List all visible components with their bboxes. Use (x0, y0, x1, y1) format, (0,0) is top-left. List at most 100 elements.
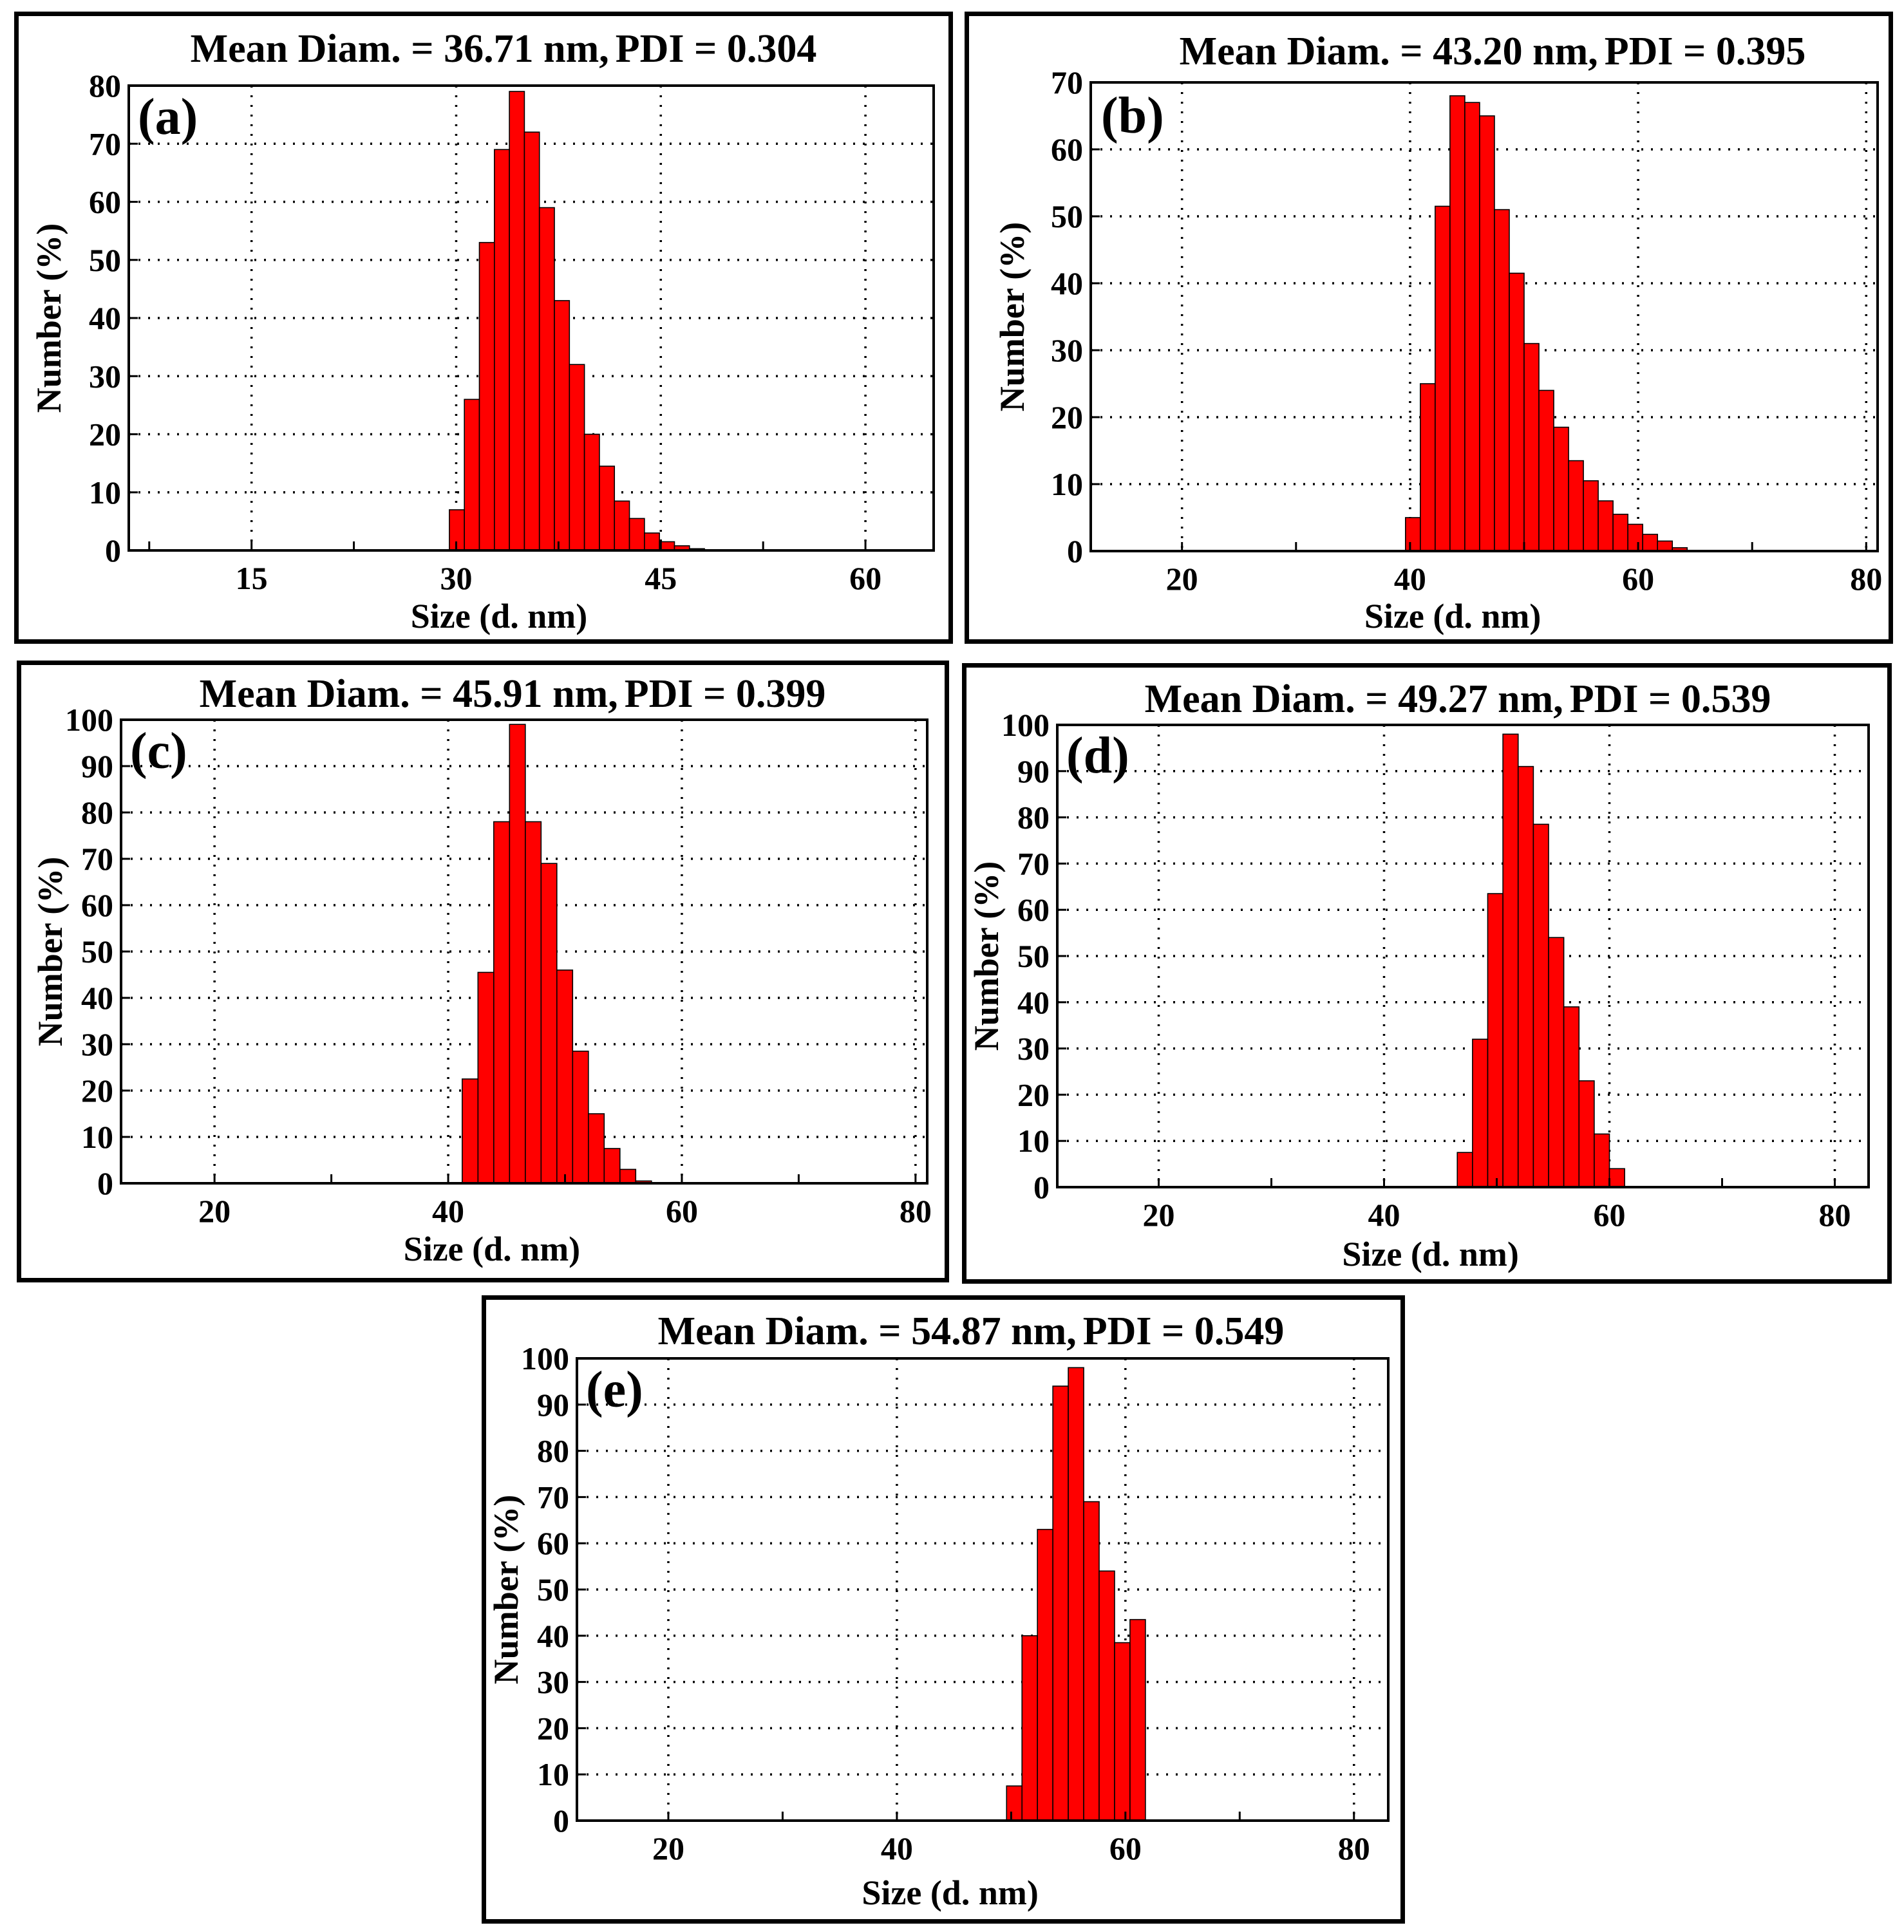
chart-e-svg: 0 10 20 30 40 50 60 70 80 90 100 20 40 60 80 Mean Diam.… (487, 1309, 1390, 1912)
histogram-bar (1456, 1152, 1473, 1188)
x-tick-label: 45 (645, 560, 677, 596)
chart-title: Mean Diam. = 43.20 nm, PDI = 0.395 (1180, 30, 1806, 73)
chart-panel-d: 0 10 20 30 40 50 60 70 80 90 100 20 40 60 80 Mean Diam.… (962, 663, 1892, 1284)
x-tick-label: 20 (198, 1193, 231, 1229)
chart-title: Mean Diam. = 45.91 nm, PDI = 0.399 (200, 672, 826, 716)
y-tick-label: 80 (1017, 800, 1050, 836)
x-tick-label: 80 (1850, 561, 1882, 597)
y-axis-label: Number (%) (487, 1495, 525, 1684)
histogram-bar (1052, 1385, 1069, 1821)
histogram-bar (1627, 523, 1643, 552)
chart-panel-c: 0 10 20 30 40 50 60 70 80 90 100 20 40 60 80 Mean Diam.… (17, 661, 949, 1282)
histogram-bar (603, 1148, 621, 1184)
chart-title: Mean Diam. = 36.71 nm, PDI = 0.304 (191, 27, 817, 71)
y-tick-label: 40 (81, 980, 113, 1016)
chart-title: Mean Diam. = 49.27 nm, PDI = 0.539 (1145, 677, 1771, 721)
y-tick-label: 50 (1017, 938, 1050, 974)
chart-panel-e: 0 10 20 30 40 50 60 70 80 90 100 20 40 60 80 Mean Diam.… (482, 1295, 1405, 1924)
histogram-bar (1583, 480, 1599, 552)
x-tick-label: 80 (1338, 1830, 1370, 1866)
histogram-bar (1129, 1618, 1146, 1821)
x-axis-label: Size (d. nm) (404, 1230, 580, 1268)
histogram-bar (1420, 383, 1436, 552)
chart-panel-b: 0 10 20 30 40 50 60 70 20 40 60 80 Mean Diam. = 43.2… (965, 12, 1893, 644)
histogram-bar (1598, 500, 1614, 552)
y-tick-label: 40 (1017, 984, 1050, 1020)
histogram-bar (1114, 1642, 1131, 1821)
y-tick-label: 70 (81, 841, 113, 877)
histogram-bar (614, 500, 630, 551)
y-tick-label: 100 (65, 702, 113, 738)
histogram-bar (493, 821, 511, 1184)
y-tick-label: 70 (89, 126, 121, 162)
chart-c-svg: 0 10 20 30 40 50 60 70 80 90 100 20 40 60 80 Mean Diam.… (31, 672, 932, 1268)
y-tick-label: 0 (553, 1803, 569, 1839)
x-tick-label: 60 (1594, 1197, 1626, 1233)
y-axis-label: Number (%) (993, 222, 1032, 411)
y-axis-label: Number (%) (30, 223, 68, 413)
histogram-bar (1517, 765, 1534, 1188)
y-tick-label: 60 (537, 1525, 569, 1561)
y-tick-label: 30 (1017, 1031, 1050, 1067)
panel-label: (a) (138, 89, 198, 145)
histogram-bar (599, 465, 616, 551)
y-tick-label: 10 (81, 1119, 113, 1155)
y-tick-label: 0 (1033, 1169, 1050, 1205)
y-tick-label: 50 (537, 1571, 569, 1608)
panel-label: (e) (586, 1362, 643, 1418)
histogram-bar (1098, 1570, 1115, 1821)
title-pdi: PDI = 0.399 (625, 672, 826, 716)
x-tick-label: 40 (881, 1830, 913, 1866)
x-tick-label: 40 (1368, 1197, 1400, 1233)
histogram-bar (1523, 342, 1540, 552)
y-tick-label: 10 (1017, 1123, 1050, 1159)
histogram-bar (1563, 1006, 1580, 1188)
title-pdi: PDI = 0.395 (1605, 30, 1806, 73)
histogram-bar (509, 91, 525, 551)
y-tick-label: 30 (89, 358, 121, 394)
chart-a-svg: 0 10 20 30 40 50 60 70 80 15 30 45 60 Mean Diam. = 36… (30, 27, 935, 635)
y-tick-label: 100 (1001, 707, 1050, 743)
histogram-bar (1449, 95, 1466, 552)
title-mean-diameter: Mean Diam. = 54.87 nm, (658, 1309, 1077, 1353)
histogram-bar (1472, 1038, 1489, 1188)
y-tick-label: 50 (81, 933, 113, 970)
title-mean-diameter: Mean Diam. = 49.27 nm, (1145, 677, 1563, 721)
y-tick-label: 20 (1017, 1076, 1050, 1112)
histogram-bar (628, 518, 645, 551)
histogram-bar (509, 724, 526, 1184)
x-tick-label: 60 (1109, 1830, 1142, 1866)
title-mean-diameter: Mean Diam. = 43.20 nm, (1180, 30, 1598, 73)
title-pdi: PDI = 0.539 (1570, 677, 1771, 721)
title-mean-diameter: Mean Diam. = 36.71 nm, (191, 27, 609, 71)
histogram-bar (464, 399, 480, 551)
y-tick-label: 40 (537, 1618, 569, 1654)
y-tick-label: 10 (1051, 466, 1083, 502)
histogram-bar (644, 532, 660, 551)
histogram-bar (1083, 1501, 1100, 1821)
x-tick-label: 20 (1166, 561, 1198, 597)
title-mean-diameter: Mean Diam. = 45.91 nm, (200, 672, 618, 716)
y-tick-label: 20 (537, 1710, 569, 1746)
y-tick-label: 30 (537, 1664, 569, 1700)
histogram-bar (1494, 209, 1510, 552)
y-tick-label: 20 (81, 1073, 113, 1109)
x-axis-label: Size (d. nm) (411, 597, 587, 635)
title-pdi: PDI = 0.304 (616, 27, 817, 71)
y-tick-label: 70 (1017, 845, 1050, 881)
histogram-bar (1068, 1367, 1084, 1821)
x-axis-label: Size (d. nm) (862, 1873, 1038, 1912)
y-axis-label: Number (%) (967, 861, 1006, 1051)
y-tick-label: 40 (1051, 265, 1083, 301)
y-tick-label: 20 (1051, 399, 1083, 435)
histogram-bar (1404, 517, 1421, 552)
histogram-bar (619, 1168, 637, 1184)
x-tick-label: 80 (900, 1193, 932, 1229)
x-tick-label: 30 (440, 560, 472, 596)
histogram-bar (1006, 1785, 1023, 1821)
x-tick-label: 40 (1394, 561, 1426, 597)
histogram-bar (587, 1113, 605, 1184)
panel-label: (d) (1066, 727, 1129, 784)
histogram-bar (1021, 1635, 1038, 1821)
y-tick-label: 70 (537, 1479, 569, 1515)
